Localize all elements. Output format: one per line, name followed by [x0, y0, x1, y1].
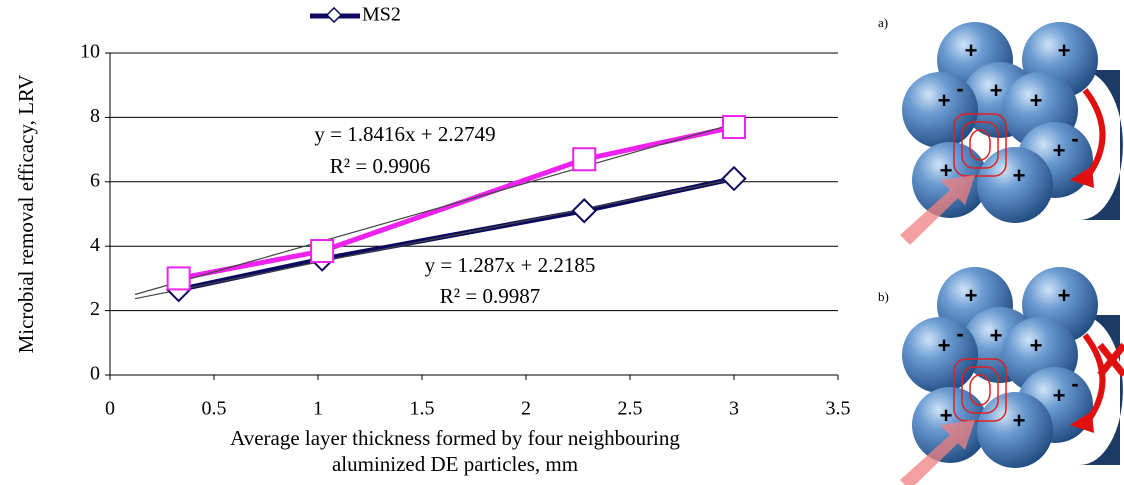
illustration: a) b) ++++++++--++++++++-- — [878, 15, 1124, 485]
charge: + — [938, 88, 951, 113]
y-tick-label: 0 — [90, 363, 100, 385]
r-squared: R² = 0.9987 — [440, 284, 540, 308]
x-axis-title: Average layer thickness formed by four n… — [230, 426, 680, 450]
charge: + — [1030, 88, 1043, 113]
flow-ring — [970, 130, 990, 160]
x-tick-label: 1 — [313, 398, 323, 420]
charge: + — [1013, 163, 1026, 188]
trendline — [135, 179, 734, 298]
x-axis-title: aluminized DE particles, mm — [332, 452, 578, 476]
charge: + — [965, 38, 978, 63]
equation: y = 1.287x + 2.2185 — [425, 253, 596, 277]
legend-marker — [327, 8, 341, 22]
charge: + — [990, 323, 1003, 348]
y-tick-label: 6 — [90, 169, 100, 191]
charge: + — [1053, 383, 1066, 408]
marker — [573, 199, 596, 222]
charge: + — [990, 78, 1003, 103]
charge: + — [1058, 283, 1071, 308]
x-tick-label: 2.5 — [618, 398, 643, 420]
y-tick-label: 2 — [90, 298, 100, 320]
y-tick-label: 8 — [90, 105, 100, 127]
figure: y = 1.8416x + 2.2749 R² = 0.9906 y = 1.2… — [0, 0, 1124, 485]
charge: + — [1013, 408, 1026, 433]
equation: y = 1.8416x + 2.2749 — [314, 122, 495, 146]
charge: + — [938, 333, 951, 358]
y-axis-title: Microbial removal efficacy, LRV — [14, 75, 38, 354]
x-tick-label: 2 — [521, 398, 531, 420]
charge: - — [956, 76, 963, 101]
y-tick-label: 10 — [80, 41, 100, 63]
charge: - — [1071, 126, 1078, 151]
x-tick-label: 3.5 — [826, 398, 851, 420]
charge: + — [1030, 333, 1043, 358]
x-tick-label: 1.5 — [410, 398, 435, 420]
charge: + — [1058, 38, 1071, 63]
charge: - — [956, 321, 963, 346]
marker — [723, 116, 745, 138]
marker — [573, 148, 595, 170]
marker — [168, 267, 190, 289]
marker — [723, 167, 746, 190]
x-tick-label: 3 — [729, 398, 739, 420]
panel-label: a) — [878, 15, 888, 30]
marker — [311, 240, 333, 262]
charge: + — [1053, 138, 1066, 163]
x-tick-label: 0 — [105, 398, 115, 420]
charge: - — [1071, 371, 1078, 396]
flow-ring — [970, 375, 990, 405]
charge: + — [965, 283, 978, 308]
r-squared: R² = 0.9906 — [330, 154, 430, 178]
legend-label: MS2 — [362, 4, 401, 26]
y-tick-label: 4 — [90, 234, 100, 256]
x-tick-label: 0.5 — [202, 398, 227, 420]
panel-label: b) — [878, 289, 889, 304]
